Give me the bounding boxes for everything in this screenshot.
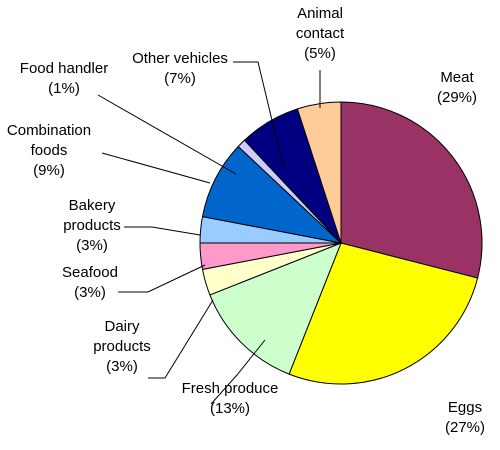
pie-slice-1	[340, 101, 483, 279]
slice-label-3: Fresh produce (13%)	[182, 380, 279, 417]
leader-line-9	[233, 61, 284, 167]
leader-line-7	[101, 152, 211, 184]
pie-slices	[199, 101, 483, 385]
pie-slice-10	[296, 101, 342, 244]
slice-label-9: Other vehicles (7%)	[132, 50, 228, 87]
leader-line-4	[148, 299, 214, 379]
slice-label-10: Animal contact (5%)	[296, 5, 345, 62]
slice-label-5: Seafood (3%)	[62, 264, 118, 301]
leader-line-3	[210, 339, 266, 405]
slice-label-8: Food handler (1%)	[20, 60, 108, 97]
leader-line-6	[124, 226, 201, 236]
pie-slice-2	[288, 242, 479, 385]
slice-label-2: Eggs (27%)	[445, 399, 485, 436]
pie-slice-7	[201, 145, 343, 244]
slice-label-7: Combination foods (9%)	[7, 122, 91, 179]
slice-label-4: Dairy products (3%)	[93, 318, 151, 375]
slice-label-1: Meat (29%)	[437, 69, 477, 106]
leader-lines	[97, 61, 321, 405]
leader-line-8	[97, 94, 237, 175]
slice-labels: Meat (29%) Eggs (27%) Fresh produce (13%) Dair…	[7, 5, 485, 436]
leader-line-5	[118, 264, 206, 293]
slice-label-6: Bakery products (3%)	[63, 197, 121, 254]
